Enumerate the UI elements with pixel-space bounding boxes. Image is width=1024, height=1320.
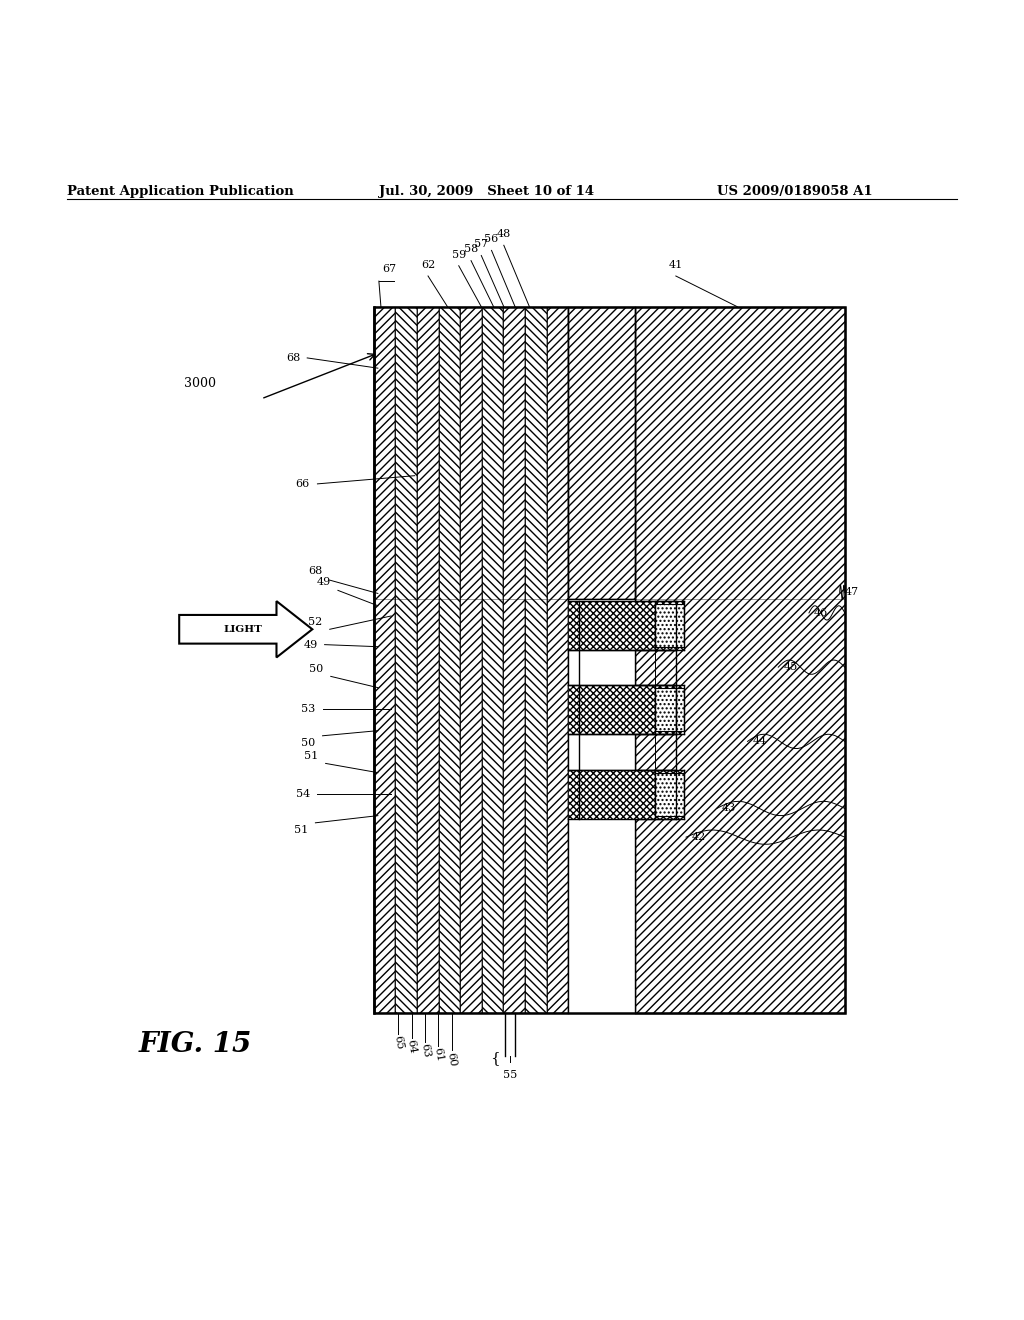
Bar — [568, 770, 676, 818]
Text: LIGHT: LIGHT — [224, 624, 262, 634]
Bar — [482, 306, 504, 1014]
Text: 45: 45 — [783, 663, 798, 672]
Text: 49: 49 — [316, 577, 331, 587]
Text: 50: 50 — [309, 664, 324, 675]
Text: 52: 52 — [308, 618, 323, 627]
FancyArrow shape — [179, 601, 312, 657]
Text: 54: 54 — [296, 789, 310, 799]
Text: 62: 62 — [421, 260, 435, 269]
Text: 47: 47 — [845, 587, 859, 598]
Bar — [547, 306, 568, 1014]
Text: 58: 58 — [464, 244, 478, 255]
Bar — [504, 306, 525, 1014]
Text: 43: 43 — [722, 804, 736, 813]
Text: 64: 64 — [406, 1039, 418, 1055]
Text: 61: 61 — [432, 1047, 444, 1063]
Text: Jul. 30, 2009   Sheet 10 of 14: Jul. 30, 2009 Sheet 10 of 14 — [379, 185, 594, 198]
Bar — [568, 601, 676, 649]
Text: 57: 57 — [474, 239, 488, 249]
Text: 42: 42 — [691, 832, 706, 842]
Text: 68: 68 — [308, 566, 323, 576]
Bar — [374, 306, 395, 1014]
Bar — [655, 688, 684, 731]
Bar — [655, 603, 684, 647]
Text: 41: 41 — [669, 260, 683, 269]
Bar — [635, 306, 845, 1014]
Bar — [374, 306, 845, 1014]
Text: 60: 60 — [445, 1051, 458, 1067]
Text: US 2009/0189058 A1: US 2009/0189058 A1 — [717, 185, 872, 198]
Bar — [635, 685, 684, 734]
Bar — [460, 306, 482, 1014]
Text: 50: 50 — [301, 738, 315, 748]
Text: 51: 51 — [294, 825, 308, 834]
Text: 59: 59 — [452, 249, 466, 260]
Text: 51: 51 — [304, 751, 318, 762]
Bar — [417, 306, 438, 1014]
Bar — [568, 685, 676, 734]
Bar — [568, 306, 635, 598]
Text: 48: 48 — [497, 230, 511, 239]
Bar — [655, 772, 684, 816]
Text: 67: 67 — [382, 264, 396, 275]
Text: 66: 66 — [295, 479, 309, 488]
Text: 63: 63 — [419, 1043, 431, 1059]
Text: 49: 49 — [303, 640, 317, 649]
Text: 68: 68 — [286, 352, 300, 363]
Bar — [635, 770, 684, 818]
Bar — [525, 306, 547, 1014]
Text: 46: 46 — [814, 609, 828, 618]
Text: 55: 55 — [503, 1069, 517, 1080]
Text: Patent Application Publication: Patent Application Publication — [67, 185, 293, 198]
Text: 44: 44 — [753, 737, 767, 746]
Bar — [438, 306, 460, 1014]
Text: 53: 53 — [301, 704, 315, 714]
Text: 56: 56 — [484, 234, 499, 244]
Text: 3000: 3000 — [184, 378, 216, 389]
Text: {: { — [489, 1051, 500, 1065]
Bar — [568, 598, 635, 1014]
Bar — [635, 601, 684, 649]
Text: FIG. 15: FIG. 15 — [138, 1031, 252, 1057]
Bar — [395, 306, 417, 1014]
Text: 65: 65 — [392, 1035, 404, 1051]
